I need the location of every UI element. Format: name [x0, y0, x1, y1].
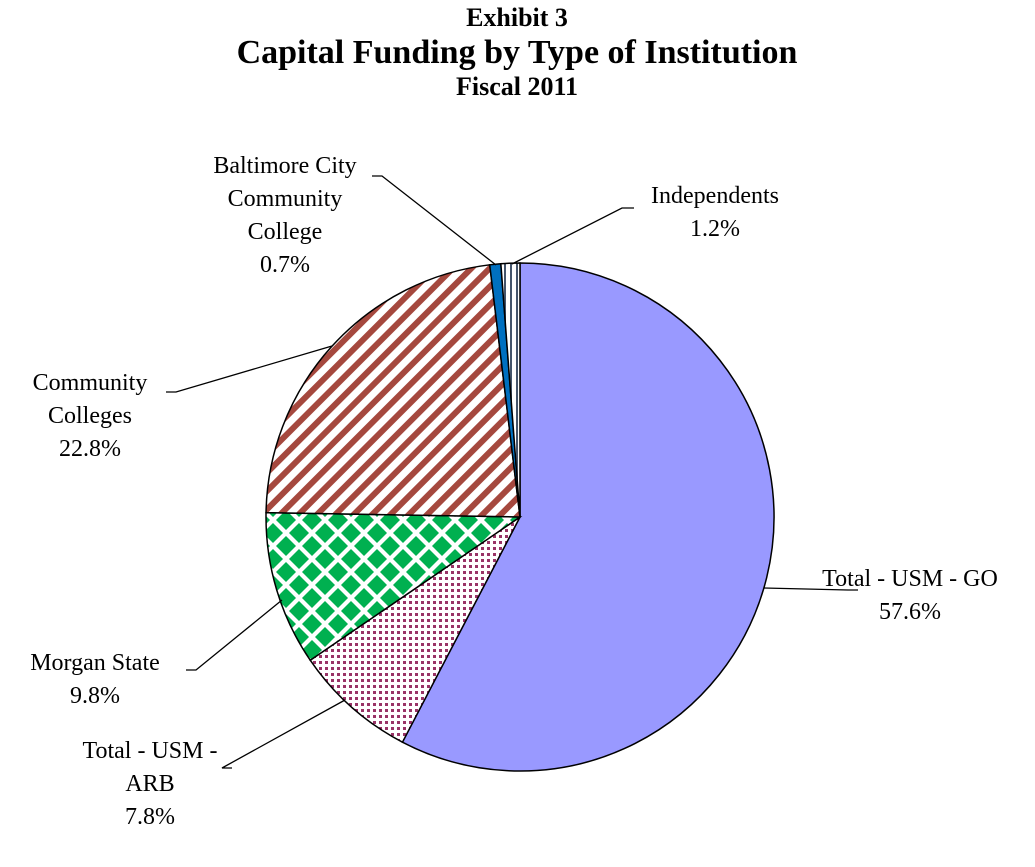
slice-label: Total - USM - ARB 7.8%: [80, 735, 220, 834]
slice-label: Total - USM - GO 57.6%: [790, 563, 1030, 629]
slice-label-box: Independents 1.2%: [615, 180, 815, 246]
slice-label: Morgan State 9.8%: [0, 647, 195, 713]
leader-line: [372, 175, 497, 266]
pie-slice: [265, 263, 521, 518]
category-label: Independents: [651, 183, 779, 209]
value-label: 9.8%: [70, 683, 120, 709]
chart-title: Capital Funding by Type of Institution: [237, 34, 798, 71]
chart-exhibit: Exhibit 3: [466, 3, 568, 32]
category-label: Total - USM - ARB: [82, 738, 218, 797]
chart-subtitle: Fiscal 2011: [456, 72, 578, 101]
leader-line: [166, 345, 333, 393]
category-label: Total - USM - GO: [822, 566, 998, 592]
slice-label-box: Baltimore City Community College 0.7%: [190, 150, 380, 282]
slice-label: Baltimore City Community College 0.7%: [190, 150, 380, 282]
leader-line: [221, 699, 346, 769]
slice-label-box: Community Colleges 22.8%: [0, 367, 180, 466]
slice-label-box: Morgan State 9.8%: [0, 647, 195, 713]
category-label: Morgan State: [30, 650, 160, 676]
pie-slice: [265, 511, 523, 662]
value-label: 57.6%: [879, 599, 941, 625]
pie-slice: [401, 262, 775, 772]
pie-slice: [309, 516, 521, 744]
value-label: 22.8%: [59, 436, 121, 462]
value-label: 1.2%: [690, 216, 740, 242]
slice-label-box: Total - USM - GO 57.6%: [790, 563, 1030, 629]
value-label: 0.7%: [260, 252, 310, 278]
category-label: Community Colleges: [32, 370, 148, 429]
leader-line: [511, 207, 634, 265]
slice-label: Independents 1.2%: [615, 180, 815, 246]
pie-slice: [500, 262, 521, 518]
slice-label: Community Colleges 22.8%: [0, 367, 180, 466]
category-label: Baltimore City Community College: [213, 153, 357, 245]
leader-line: [186, 599, 283, 671]
value-label: 7.8%: [125, 804, 175, 830]
leader-line: [763, 587, 858, 591]
slice-label-box: Total - USM - ARB 7.8%: [80, 735, 220, 834]
